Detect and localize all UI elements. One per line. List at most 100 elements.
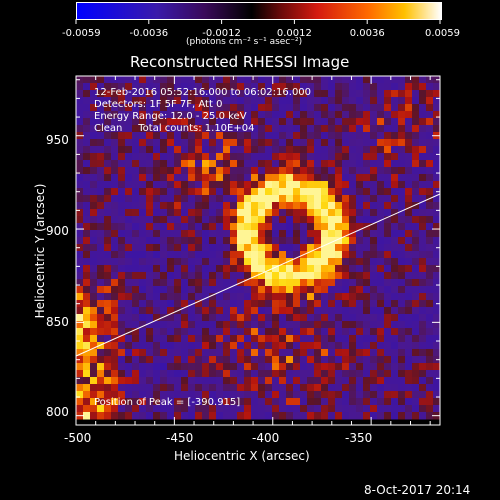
image-pixel (314, 132, 322, 140)
image-pixel (202, 188, 210, 196)
image-pixel (181, 223, 189, 231)
image-pixel (265, 83, 273, 91)
image-pixel (139, 356, 147, 364)
image-pixel (391, 307, 399, 315)
image-pixel (209, 321, 217, 329)
image-pixel (335, 300, 343, 308)
image-pixel (125, 251, 133, 259)
image-pixel (223, 293, 231, 301)
image-pixel (160, 279, 168, 287)
image-pixel (272, 209, 280, 217)
image-pixel (202, 328, 210, 336)
image-pixel (398, 244, 406, 252)
image-pixel (272, 307, 280, 315)
image-pixel (384, 160, 392, 168)
image-pixel (167, 377, 175, 385)
image-pixel (174, 391, 182, 399)
image-pixel (160, 272, 168, 280)
image-pixel (300, 97, 308, 105)
image-pixel (426, 216, 434, 224)
image-pixel (398, 209, 406, 217)
image-pixel (104, 146, 112, 154)
image-pixel (90, 349, 98, 357)
image-pixel (272, 237, 280, 245)
image-pixel (363, 258, 371, 266)
image-pixel (76, 181, 84, 189)
image-pixel (230, 188, 238, 196)
image-pixel (293, 328, 301, 336)
image-pixel (300, 90, 308, 98)
image-pixel (272, 90, 280, 98)
image-pixel (146, 230, 154, 238)
image-pixel (195, 398, 203, 406)
image-pixel (293, 188, 301, 196)
image-pixel (314, 223, 322, 231)
image-pixel (405, 223, 413, 231)
image-pixel (286, 384, 294, 392)
image-pixel (195, 181, 203, 189)
image-pixel (279, 244, 287, 252)
image-pixel (97, 293, 105, 301)
image-pixel (370, 251, 378, 259)
image-pixel (146, 363, 154, 371)
image-pixel (230, 146, 238, 154)
image-pixel (356, 76, 364, 84)
image-pixel (76, 202, 84, 210)
image-pixel (307, 251, 315, 259)
image-pixel (405, 384, 413, 392)
image-pixel (321, 272, 329, 280)
image-pixel (265, 384, 273, 392)
image-pixel (300, 160, 308, 168)
image-pixel (272, 146, 280, 154)
image-pixel (237, 251, 245, 259)
image-pixel (132, 370, 140, 378)
image-pixel (314, 230, 322, 238)
image-pixel (97, 314, 105, 322)
image-pixel (314, 398, 322, 406)
image-pixel (321, 125, 329, 133)
image-pixel (111, 293, 119, 301)
image-pixel (202, 307, 210, 315)
image-pixel (118, 349, 126, 357)
image-pixel (391, 258, 399, 266)
image-pixel (104, 153, 112, 161)
image-pixel (146, 174, 154, 182)
image-pixel (356, 111, 364, 119)
image-pixel (153, 83, 161, 91)
image-pixel (83, 118, 91, 126)
image-pixel (244, 377, 252, 385)
image-pixel (230, 363, 238, 371)
image-pixel (216, 244, 224, 252)
image-pixel (244, 349, 252, 357)
image-pixel (181, 335, 189, 343)
image-pixel (160, 300, 168, 308)
image-pixel (244, 314, 252, 322)
image-pixel (412, 314, 420, 322)
image-pixel (216, 146, 224, 154)
image-pixel (97, 146, 105, 154)
image-pixel (300, 398, 308, 406)
image-pixel (314, 321, 322, 329)
image-pixel (223, 237, 231, 245)
image-pixel (90, 174, 98, 182)
image-pixel (419, 321, 427, 329)
image-pixel (279, 132, 287, 140)
image-pixel (286, 356, 294, 364)
image-pixel (230, 279, 238, 287)
image-pixel (342, 391, 350, 399)
image-pixel (328, 160, 336, 168)
image-pixel (398, 153, 406, 161)
image-pixel (419, 111, 427, 119)
image-pixel (167, 188, 175, 196)
image-pixel (363, 279, 371, 287)
image-pixel (125, 223, 133, 231)
image-pixel (258, 132, 266, 140)
image-pixel (412, 111, 420, 119)
image-pixel (307, 265, 315, 273)
image-pixel (398, 377, 406, 385)
image-pixel (167, 216, 175, 224)
image-pixel (244, 202, 252, 210)
image-pixel (398, 293, 406, 301)
image-pixel (202, 76, 210, 84)
image-pixel (349, 321, 357, 329)
